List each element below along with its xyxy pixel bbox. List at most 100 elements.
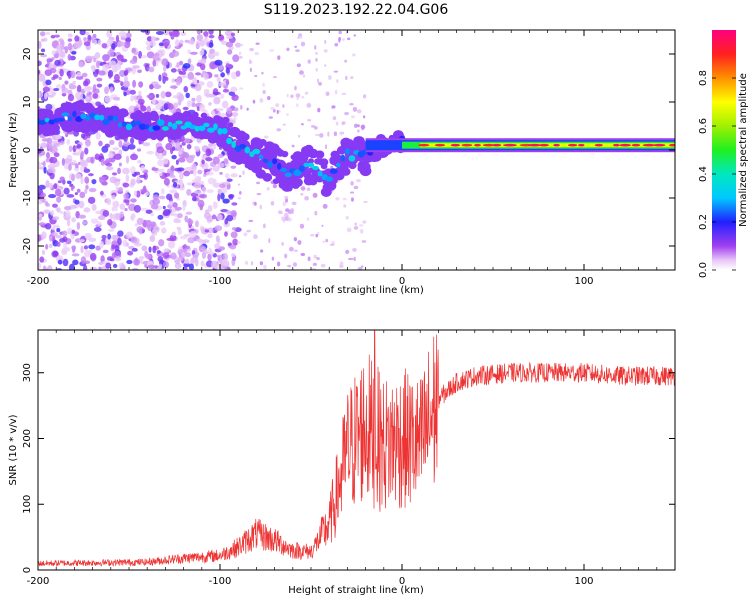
noise-speckle — [90, 218, 99, 224]
noise-speckle — [191, 97, 196, 102]
noise-speckle — [57, 259, 63, 265]
noise-speckle — [79, 30, 86, 36]
noise-speckle — [162, 251, 170, 259]
noise-speckle — [226, 49, 233, 55]
noise-speckle — [95, 210, 104, 215]
ridge-core — [85, 115, 91, 122]
noise-speckle — [109, 86, 114, 93]
noise-speckle — [267, 96, 271, 101]
noise-speckle — [217, 82, 225, 87]
noise-speckle — [207, 233, 213, 239]
ridge-core — [244, 146, 251, 154]
noise-speckle — [220, 209, 229, 213]
noise-speckle — [259, 98, 264, 103]
noise-speckle — [48, 63, 55, 68]
noise-speckle — [276, 261, 281, 267]
noise-speckle — [91, 179, 97, 185]
noise-speckle — [225, 160, 229, 164]
noise-speckle — [310, 234, 315, 237]
noise-speckle — [124, 76, 128, 82]
noise-speckle — [74, 173, 82, 180]
noise-speckle — [169, 200, 173, 207]
noise-speckle — [194, 220, 199, 228]
noise-speckle — [230, 210, 237, 218]
noise-speckle — [133, 51, 140, 56]
noise-speckle — [130, 137, 135, 145]
noise-speckle — [145, 209, 153, 214]
noise-speckle — [109, 139, 115, 146]
noise-speckle — [58, 38, 64, 43]
noise-speckle — [81, 72, 88, 78]
noise-speckle — [67, 33, 73, 38]
carrier-peak — [642, 143, 656, 147]
noise-speckle — [239, 44, 244, 47]
noise-speckle — [127, 250, 134, 256]
noise-speckle — [242, 170, 245, 176]
noise-speckle — [182, 266, 188, 270]
noise-speckle — [66, 194, 75, 198]
noise-speckle — [144, 250, 149, 258]
noise-speckle — [64, 45, 69, 54]
noise-speckle — [98, 70, 106, 76]
noise-speckle — [181, 71, 187, 76]
noise-speckle — [49, 68, 57, 74]
noise-speckle — [171, 146, 176, 152]
noise-speckle — [156, 154, 164, 160]
noise-speckle — [38, 143, 41, 147]
noise-speckle — [48, 243, 53, 248]
noise-speckle — [256, 193, 262, 196]
noise-speckle — [71, 229, 75, 234]
noise-speckle — [246, 229, 251, 233]
noise-speckle — [88, 187, 97, 193]
noise-speckle — [208, 102, 212, 106]
noise-speckle — [231, 112, 239, 117]
noise-speckle — [165, 76, 169, 81]
noise-speckle — [220, 113, 226, 118]
noise-speckle — [353, 225, 359, 230]
noise-speckle — [350, 76, 354, 80]
noise-speckle — [68, 82, 75, 90]
noise-speckle — [38, 73, 46, 82]
y-tick-label: 300 — [22, 363, 33, 382]
noise-speckle — [102, 249, 109, 254]
noise-speckle — [233, 116, 237, 121]
noise-speckle — [52, 216, 60, 221]
noise-speckle — [109, 212, 113, 220]
colorbar-tick-label: 0.2 — [698, 214, 709, 230]
noise-speckle — [199, 103, 206, 112]
noise-speckle — [204, 248, 208, 255]
noise-speckle — [341, 92, 347, 95]
noise-speckle — [233, 96, 239, 101]
noise-speckle — [67, 38, 73, 42]
noise-speckle — [126, 259, 133, 265]
noise-speckle — [53, 53, 59, 59]
noise-speckle — [163, 177, 170, 186]
noise-speckle — [173, 102, 179, 109]
noise-speckle — [312, 193, 316, 198]
noise-speckle — [213, 64, 218, 69]
noise-speckle — [212, 156, 220, 165]
spectrogram-xlabel: Height of straight line (km) — [288, 285, 424, 296]
carrier-peak — [450, 143, 461, 147]
noise-speckle — [173, 217, 180, 223]
noise-speckle — [95, 245, 101, 251]
noise-speckle — [279, 211, 283, 214]
colorbar-tick-label: 0.8 — [698, 70, 709, 86]
noise-speckle — [194, 78, 198, 86]
noise-speckle — [334, 89, 338, 95]
noise-speckle — [359, 224, 364, 227]
noise-speckle — [123, 41, 131, 49]
noise-speckle — [56, 207, 61, 213]
noise-speckle — [253, 234, 258, 240]
ridge-blob — [281, 150, 289, 158]
noise-speckle — [49, 156, 58, 164]
noise-speckle — [325, 91, 330, 97]
noise-speckle — [191, 102, 196, 108]
noise-speckle — [184, 252, 191, 258]
noise-speckle — [61, 247, 68, 256]
noise-speckle — [47, 167, 56, 174]
noise-speckle — [356, 109, 362, 114]
noise-speckle — [183, 233, 190, 237]
noise-speckle — [136, 217, 143, 226]
noise-speckle — [146, 105, 152, 114]
